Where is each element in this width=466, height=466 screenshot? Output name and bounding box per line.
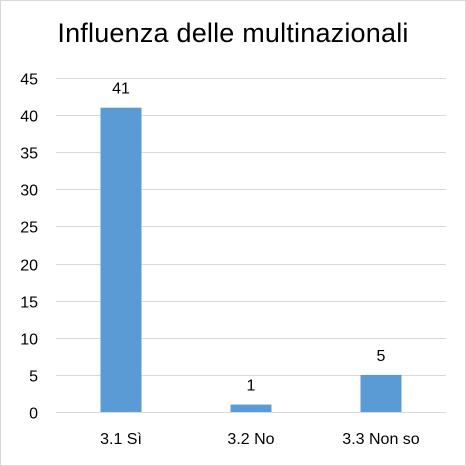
data-label: 5 — [377, 348, 386, 365]
data-label: 41 — [112, 81, 130, 98]
y-tick-label: 20 — [20, 258, 38, 275]
x-tick-label: 3.2 No — [227, 431, 274, 448]
y-tick-label: 45 — [20, 72, 38, 89]
data-label: 1 — [247, 378, 256, 395]
y-tick-label: 35 — [20, 146, 38, 163]
y-tick-label: 25 — [20, 220, 38, 237]
x-tick-label: 3.3 Non so — [342, 431, 419, 448]
y-tick-label: 0 — [29, 406, 38, 423]
bar — [360, 374, 402, 412]
y-tick-label: 15 — [20, 295, 38, 312]
bar — [230, 404, 272, 412]
bar — [100, 107, 142, 412]
chart-title: Influenza delle multinazionali — [57, 18, 409, 48]
y-tick-label: 30 — [20, 183, 38, 200]
y-tick-label: 10 — [20, 332, 38, 349]
y-tick-label: 5 — [29, 369, 38, 386]
x-tick-label: 3.1 Sì — [100, 431, 142, 448]
y-tick-label: 40 — [20, 109, 38, 126]
